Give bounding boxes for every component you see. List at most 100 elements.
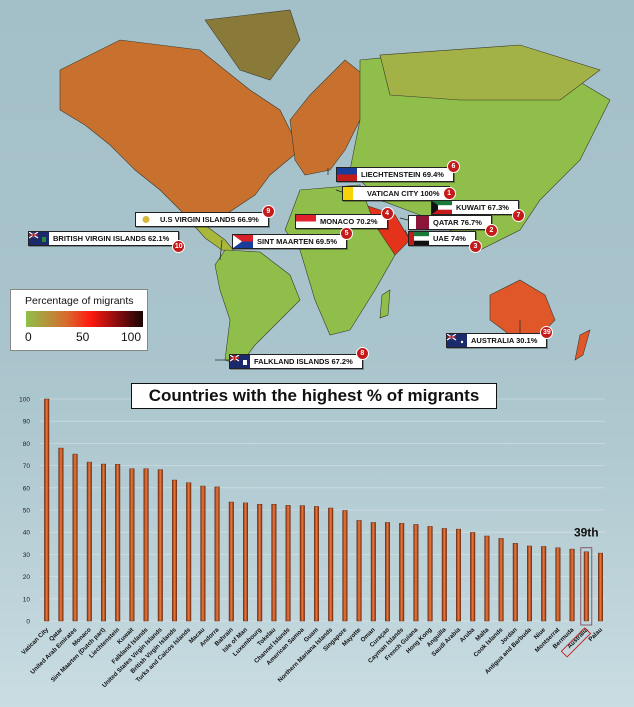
callout-monaco: MONACO 70.2% 4 (295, 207, 394, 229)
bar-luxembourg (257, 504, 263, 622)
y-tick-label: 80 (23, 441, 31, 448)
rank-badge: 3 (468, 240, 482, 253)
bar-cayman-islands (399, 523, 405, 622)
x-tick-label: Palau (587, 626, 604, 643)
callout-label: MONACO 70.2% (320, 217, 378, 226)
kuwait-flag-icon (432, 201, 452, 214)
bar-isle-of-man (242, 502, 248, 622)
callout-label: QATAR 76.7% (433, 218, 482, 227)
greenland (204, 9, 301, 81)
bar-singapore (342, 510, 348, 622)
bar-cura-ao (385, 522, 391, 622)
legend-tick: 0 (25, 330, 32, 344)
bar-turks-and-caicos-islands (186, 482, 192, 622)
madagascar (379, 289, 391, 319)
y-tick-label: 100 (19, 397, 30, 404)
legend-color-scale (26, 311, 143, 327)
bar-sint-maarten-dutch-part- (100, 463, 106, 622)
callout-label: SINT MAARTEN 69.5% (257, 237, 338, 246)
rank-badge: 10 (172, 240, 186, 253)
bar-united-states-virgin-islands (157, 469, 163, 622)
bar-falkland-islands (143, 468, 149, 622)
qatar-flag-icon (409, 216, 429, 229)
bar-jordan (512, 543, 518, 622)
us-virgin-islands-flag-icon (136, 213, 156, 226)
chart-title: Countries with the highest % of migrants (131, 383, 497, 409)
rank-badge: 7 (511, 209, 525, 222)
falkland-islands-flag-icon (230, 355, 250, 368)
bar-montserrat (555, 547, 561, 622)
bar-united-arab-emirates (72, 453, 78, 622)
australia-flag-icon (447, 334, 467, 347)
callout-label: U.S VIRGIN ISLANDS 66.9% (160, 215, 259, 224)
callout-falkland-islands: FALKLAND ISLANDS 67.2% 8 (229, 347, 369, 369)
rank-badge: 2 (484, 224, 498, 237)
callout-label: BRITISH VIRGIN ISLANDS 62.1% (53, 234, 170, 243)
y-tick-label: 90 (23, 419, 31, 426)
rank-badge: 4 (380, 207, 394, 220)
monaco-flag-icon (296, 215, 316, 228)
rank-badge: 6 (446, 160, 460, 173)
y-tick-label: 10 (23, 596, 31, 603)
highlight-box (580, 547, 593, 626)
callout-qatar: QATAR 76.7% 2 (408, 215, 498, 237)
callout-uae: UAE 74% 3 (408, 231, 482, 253)
rank-badge: 9 (261, 205, 275, 218)
rank-badge: 39 (540, 326, 554, 339)
bar-vatican-city (44, 398, 50, 622)
russia-north (379, 44, 601, 101)
bar-british-virgin-islands (171, 479, 177, 622)
bar-guam (314, 506, 320, 622)
bar-bahrain (228, 501, 234, 622)
callout-label: LIECHTENSTEIN 69.4% (361, 170, 444, 179)
rank-badge: 1 (442, 187, 456, 200)
british-virgin-islands-flag-icon (29, 232, 49, 245)
x-tick-label: Aruba (459, 626, 477, 644)
callout-label: AUSTRALIA 30.1% (471, 336, 538, 345)
bar-channel-islands (285, 505, 291, 622)
callout-british-virgin-islands: BRITISH VIRGIN ISLANDS 62.1% 10 (28, 231, 186, 253)
y-tick-label: 40 (23, 530, 31, 537)
bar-kuwait (129, 468, 135, 622)
bar-bermuda (569, 548, 575, 622)
bar-antigua-and-barbuda (527, 545, 533, 622)
y-tick-label: 50 (23, 508, 31, 515)
new-zealand (574, 329, 591, 361)
bar-andorra (214, 486, 220, 622)
bar-oman (370, 522, 376, 622)
y-tick-label: 30 (23, 552, 31, 559)
bar-malta (484, 535, 490, 622)
rank-badge: 8 (355, 347, 369, 360)
africa (284, 184, 396, 336)
bar-northern-mariana-islands (328, 507, 334, 622)
bar-aruba (470, 532, 476, 622)
bar-niue (541, 546, 547, 622)
south-america (214, 249, 301, 366)
bar-australia (583, 551, 589, 622)
callout-sint-maarten: SINT MAARTEN 69.5% 5 (232, 227, 354, 249)
bar-cook-islands (498, 538, 504, 622)
bar-hong-kong (427, 526, 433, 622)
uae-flag-icon (409, 232, 429, 245)
callout-label: KUWAIT 67.3% (456, 203, 509, 212)
y-tick-label: 70 (23, 463, 31, 470)
bar-liechtenstein (115, 464, 121, 622)
callout-label: VATICAN CITY 100% (367, 189, 440, 198)
liechtenstein-flag-icon (337, 168, 357, 181)
bar-saudi-arabia (456, 528, 462, 622)
callout-label: UAE 74% (433, 234, 466, 243)
callout-vatican-city: VATICAN CITY 100% 1 (342, 186, 456, 201)
legend-tick: 100 (121, 330, 142, 344)
bar-mayotte (356, 520, 362, 622)
bar-tokelau (271, 504, 277, 622)
bar-macau (200, 485, 206, 622)
callout-liechtenstein: LIECHTENSTEIN 69.4% 6 (336, 160, 460, 182)
bar-anguilla (441, 528, 447, 622)
callout-kuwait: KUWAIT 67.3% 7 (431, 200, 525, 222)
rank-badge: 5 (340, 227, 354, 240)
callout-australia: AUSTRALIA 30.1% 39 (446, 326, 554, 348)
callout-us-virgin-islands: U.S VIRGIN ISLANDS 66.9% 9 (135, 205, 275, 227)
bar-monaco (86, 461, 92, 622)
